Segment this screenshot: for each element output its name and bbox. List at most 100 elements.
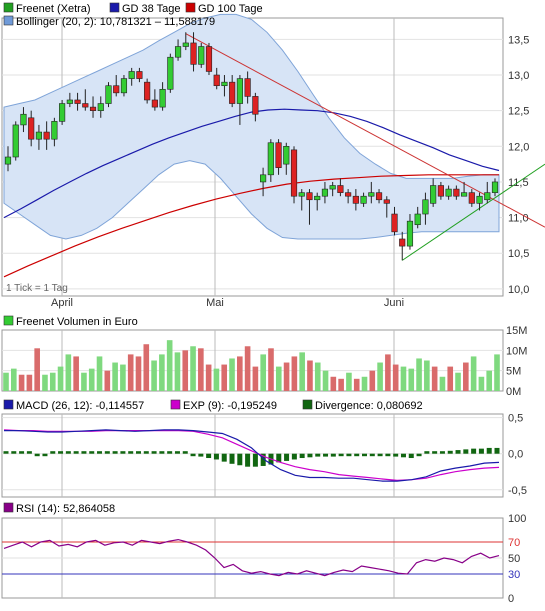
candle-body [144, 81, 151, 101]
volume-bar [96, 356, 103, 391]
legend-divergence: Divergence: 0,080692 [315, 400, 423, 412]
volume-bar [392, 364, 399, 391]
divergence-bar [284, 453, 290, 461]
candle-body [4, 156, 12, 165]
volume-bar [237, 356, 243, 391]
rsi-tick-label: 0 [508, 593, 514, 605]
divergence-bar [42, 453, 48, 457]
mai-label: Mai [206, 297, 224, 309]
volume-bar [229, 358, 235, 391]
trend-line-up [401, 163, 545, 261]
legend-swatch-rsi [3, 502, 14, 513]
candle-body [430, 185, 437, 204]
divergence-bar [81, 451, 87, 454]
rsi-tick-label: 50 [508, 553, 520, 565]
volume-title: Freenet Volumen in Euro [16, 316, 138, 328]
volume-bar [424, 360, 430, 391]
candle-body [406, 220, 414, 247]
candle-body [399, 238, 406, 247]
volume-bar [463, 362, 469, 391]
volume-bar [291, 356, 298, 391]
volume-bar [190, 346, 196, 391]
divergence-bar [432, 451, 438, 454]
candle-body [244, 78, 251, 97]
price-tick-label: 10,0 [508, 284, 529, 296]
macd-panel-frame [1, 413, 504, 498]
price-tick-label: 13,0 [508, 70, 529, 82]
volume-bar [174, 352, 181, 391]
divergence-bar [221, 453, 227, 462]
divergence-bar [89, 451, 95, 454]
volume-bar [135, 356, 142, 391]
candle-body [151, 99, 158, 108]
divergence-bar [245, 453, 251, 467]
april-label: April [51, 297, 73, 309]
divergence-bar [19, 451, 25, 454]
divergence-bar [354, 453, 360, 457]
volume-bar [486, 370, 493, 391]
legend-macd: MACD (26, 12): -0,114557 [16, 400, 144, 412]
divergence-bar [65, 451, 71, 454]
candle-body [484, 192, 491, 201]
divergence-bar [143, 451, 149, 454]
candle-body [391, 213, 398, 233]
volume-bar [260, 354, 266, 391]
volume-bar [385, 354, 391, 391]
volume-bar [127, 354, 134, 391]
legend-gd38: GD 38 Tage [122, 3, 181, 15]
divergence-bar [478, 448, 484, 454]
volume-bar [143, 344, 150, 391]
candle-body [337, 185, 344, 193]
volume-bar [353, 378, 360, 391]
volume-bar [283, 362, 290, 391]
divergence-bar [338, 453, 344, 457]
volume-bar [104, 370, 111, 391]
volume-bar [330, 376, 337, 391]
volume-bar [400, 366, 407, 391]
divergence-bar [424, 451, 430, 454]
candle-body [275, 142, 282, 168]
divergence-bar [439, 451, 445, 454]
volume-bar [408, 368, 415, 391]
legend-swatch-divergence [302, 399, 313, 410]
candle-body [414, 213, 421, 226]
divergence-bar [229, 453, 235, 464]
candle-body [182, 42, 189, 47]
candle-body [82, 103, 89, 108]
divergence-bar [463, 449, 469, 454]
candle-body [352, 195, 359, 204]
divergence-bar [213, 453, 219, 460]
divergence-bar [112, 451, 118, 454]
candle-body [437, 185, 444, 197]
volume-tick-label: 15M [506, 325, 527, 337]
rsi-tick-label: 100 [508, 513, 526, 525]
tick-note: 1 Tick = 1 Tag [6, 283, 68, 294]
divergence-bar [299, 453, 305, 459]
divergence-bar [135, 451, 141, 454]
divergence-bar [393, 453, 399, 457]
candle-body [229, 81, 236, 104]
candle-body [345, 192, 352, 197]
divergence-bar [182, 451, 188, 454]
price-tick-label: 12,5 [508, 106, 529, 118]
candle-body [252, 96, 259, 115]
volume-bar [151, 360, 157, 391]
candle-body [43, 131, 50, 140]
price-tick-label: 10,5 [508, 248, 529, 260]
divergence-bar [120, 451, 126, 454]
volume-bar [120, 364, 126, 391]
volume-tick-label: 10M [506, 345, 527, 357]
divergence-bar [276, 453, 282, 463]
legend-swatch-gd100 [185, 2, 196, 13]
legend-bollinger: Bollinger (20, 2): 10,781321 – 11,588179 [16, 16, 215, 28]
divergence-bar [58, 451, 64, 454]
candle-body [422, 199, 429, 215]
divergence-bar [494, 447, 500, 454]
volume-bar [252, 366, 259, 391]
legend-swatch-freenet [3, 2, 14, 13]
divergence-bar [206, 453, 212, 459]
divergence-bar [471, 448, 477, 454]
macd-tick-label: -0,5 [508, 485, 527, 497]
divergence-bar [174, 451, 180, 454]
